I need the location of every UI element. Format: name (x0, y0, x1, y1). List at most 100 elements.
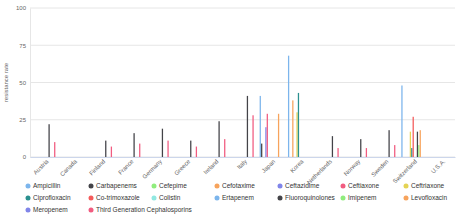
x-tick: Sweden (370, 157, 390, 178)
legend-item[interactable]: Co-trimoxazole (89, 194, 141, 201)
series (260, 56, 403, 157)
legend-symbol (404, 184, 409, 189)
bar (298, 93, 299, 157)
y-tick: 25 (19, 117, 30, 123)
x-tick: Finland (88, 157, 106, 176)
x-tick: Norway (343, 157, 362, 177)
x-tick-label: Finland (88, 158, 106, 176)
x-tick-label: Norway (343, 158, 362, 177)
y-tick-label: 0 (23, 154, 27, 160)
legend-label: Carbapenems (96, 182, 138, 190)
legend-label: Third Generation Cephalosporins (96, 206, 192, 214)
x-tick: Italy (236, 157, 248, 170)
legend-item[interactable]: Imipenem (341, 194, 377, 202)
legend-label: Imipenem (348, 194, 377, 202)
legend-label: Meropenem (33, 206, 68, 214)
x-tick-label: Japan (261, 158, 277, 174)
series (292, 100, 293, 157)
legend-symbol (26, 196, 31, 201)
bar (394, 145, 395, 157)
y-axis: 0255075100 (16, 5, 31, 160)
x-tick: Ireland (202, 157, 219, 175)
series (267, 114, 268, 157)
bar (218, 121, 219, 157)
legend-symbol (89, 196, 94, 201)
grid-line (30, 8, 455, 9)
legend-label: Cefotaxime (222, 182, 255, 189)
y-tick: 100 (16, 5, 30, 11)
bar (167, 141, 168, 157)
bar (48, 124, 49, 157)
chart: 0255075100AustriaCanadaFinlandFranceGerm… (0, 0, 463, 224)
legend-item[interactable]: Cefepime (152, 182, 188, 190)
bar (196, 147, 197, 157)
x-tick: U.S.A. (430, 157, 447, 175)
bars (48, 56, 420, 157)
x-axis: AustriaCanadaFinlandFranceGermanyGreeceI… (31, 157, 456, 185)
y-tick-label: 25 (19, 117, 26, 123)
legend-item[interactable]: Carbapenems (89, 182, 138, 190)
x-tick: Germany (141, 157, 163, 180)
x-tick: Switzerland (392, 157, 418, 184)
legend-symbol (278, 184, 283, 189)
legend-item[interactable]: Colistin (152, 194, 181, 201)
y-axis-line (30, 9, 31, 158)
bar (105, 141, 106, 157)
legend-label: Cefepime (159, 182, 187, 190)
x-tick-label: Greece (173, 158, 192, 177)
legend-item[interactable]: Ciprofloxacin (26, 194, 71, 202)
series (261, 144, 262, 157)
legend-item[interactable]: Levofloxacin (404, 194, 448, 201)
legend-symbol (152, 184, 157, 189)
legend-item[interactable]: Ceftriaxone (404, 182, 445, 189)
legend-item[interactable]: Fluoroquinolones (278, 194, 336, 202)
bar (418, 145, 419, 157)
x-tick-label: Korea (289, 158, 305, 174)
x-tick: Greece (173, 157, 192, 176)
y-tick: 50 (19, 80, 30, 86)
bar (54, 142, 55, 157)
bar (190, 141, 191, 157)
legend-label: Ciprofloxacin (33, 194, 71, 202)
legend-item[interactable]: Third Generation Cephalosporins (89, 206, 193, 214)
legend-item[interactable]: Ampicillin (26, 182, 61, 190)
legend-symbol (404, 196, 409, 201)
series (48, 96, 418, 157)
grid (30, 8, 455, 157)
legend-item[interactable]: Ceftazidime (278, 182, 320, 189)
legend-item[interactable]: Cefotaxime (215, 182, 256, 189)
x-tick-label: U.S.A. (430, 158, 447, 175)
legend-label: Fluoroquinolones (285, 194, 336, 202)
y-tick: 0 (23, 154, 30, 160)
legend-symbol (341, 184, 346, 189)
bar (139, 144, 140, 157)
bar (252, 115, 253, 157)
series (278, 114, 421, 157)
bar (332, 136, 333, 157)
grid-line (30, 157, 455, 158)
x-tick-label: Sweden (370, 158, 390, 178)
grid-line (30, 119, 455, 120)
legend-item[interactable]: Ceftiaxone (341, 182, 380, 189)
legend-symbol (215, 184, 220, 189)
legend-label: Ceftazidime (285, 182, 320, 189)
bar (261, 144, 262, 157)
y-axis-title: resistance rate (3, 62, 9, 102)
bar (417, 132, 418, 157)
bar (337, 148, 338, 157)
bar (420, 130, 421, 157)
legend-item[interactable]: Ertapenem (215, 194, 254, 202)
bar (133, 133, 134, 157)
series (54, 115, 395, 157)
series (413, 117, 414, 157)
bar (366, 148, 367, 157)
bar (278, 114, 279, 157)
legend-item[interactable]: Meropenem (26, 206, 68, 214)
x-tick: Canada (59, 157, 79, 177)
x-tick: Japan (261, 157, 277, 174)
legend-symbol (341, 196, 346, 201)
x-tick-label: Canada (59, 158, 79, 178)
grid-line (30, 82, 455, 83)
x-tick: Netherlands (306, 157, 333, 185)
legend-label: Ceftriaxone (411, 182, 445, 189)
